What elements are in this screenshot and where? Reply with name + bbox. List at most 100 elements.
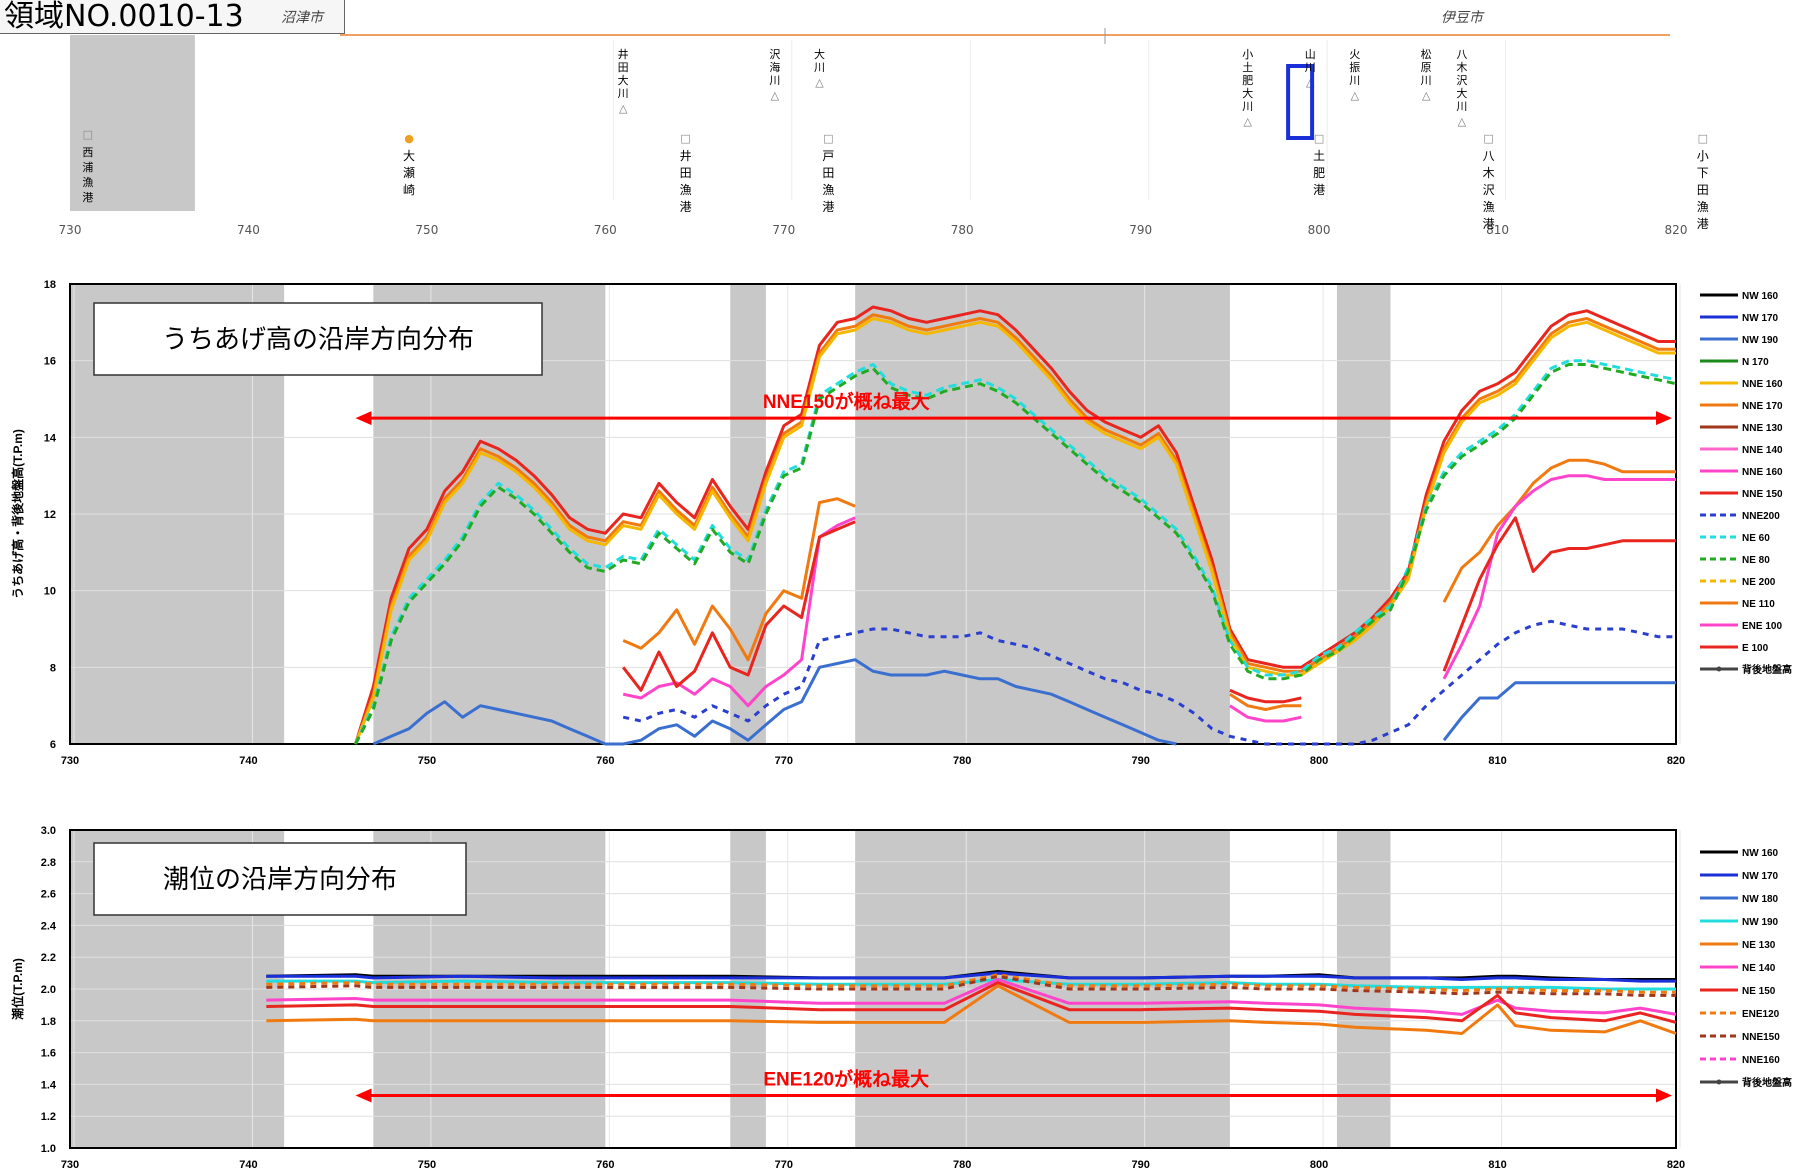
- legend-marker: [1716, 666, 1722, 672]
- char: 川: [1305, 61, 1316, 74]
- arrow-head-right: [1656, 411, 1672, 426]
- port-name: 土肥港: [1313, 149, 1325, 197]
- legend-label: NW 190: [1742, 917, 1779, 928]
- char: 川: [1456, 100, 1467, 113]
- map-tick-label: 810: [1486, 223, 1509, 237]
- y-tick-label: 2.4: [41, 920, 57, 932]
- legend-label: NNE 160: [1742, 379, 1783, 390]
- series-line: [266, 981, 1677, 1024]
- char: 大: [814, 47, 825, 61]
- char: 川: [1349, 74, 1360, 87]
- char: 田: [618, 61, 629, 74]
- char: 火: [1349, 48, 1360, 61]
- char: 沢: [769, 47, 780, 61]
- river-mark: △: [619, 102, 628, 115]
- map-tick-label: 790: [1129, 223, 1152, 237]
- char: 木: [1483, 166, 1495, 180]
- series-line: [354, 305, 1676, 745]
- char: 港: [82, 191, 93, 204]
- port-label: □: [1314, 132, 1324, 145]
- river-mark: △: [1458, 115, 1467, 128]
- x-tick-label: 750: [418, 1159, 436, 1171]
- legend: NW 160 NW 170 NW 180 NW 190 NE 130 NE 140 NE 1…: [1700, 848, 1792, 1089]
- legend-label: NNE 160: [1742, 467, 1783, 478]
- char: 八: [1456, 48, 1467, 61]
- legend-label: NNE200: [1742, 511, 1780, 522]
- y-tick-label: 2.2: [41, 952, 56, 964]
- map-tick-label: 730: [59, 223, 82, 237]
- map-tick-label: 800: [1308, 223, 1331, 237]
- port-mark: □: [1483, 132, 1493, 145]
- char: 川: [618, 87, 629, 100]
- x-tick-label: 820: [1667, 1159, 1685, 1171]
- map-tick-label: 750: [415, 223, 438, 237]
- chart-1: 730 740 750 760 770 780 790 800 810 8206810121416…: [10, 279, 1792, 767]
- port-mark: □: [1698, 132, 1708, 145]
- title-box: [93, 302, 543, 376]
- legend-label: NE 130: [1742, 940, 1776, 951]
- char: 田: [680, 166, 692, 180]
- char: 漁: [1483, 200, 1495, 214]
- map-tick-label: 740: [237, 223, 260, 237]
- port-label: □: [823, 132, 833, 145]
- char: 川: [1242, 100, 1253, 113]
- char: 山: [1305, 48, 1316, 61]
- series-line: [622, 516, 1676, 704]
- series-line: [266, 971, 1676, 983]
- series-line: [354, 317, 1676, 745]
- x-tick-label: 750: [418, 755, 436, 767]
- char: 土: [1313, 149, 1325, 163]
- char: 港: [1313, 183, 1325, 197]
- char: 井: [618, 47, 629, 61]
- y-tick-label: 1.0: [41, 1143, 56, 1155]
- legend-label: NW 160: [1742, 848, 1779, 859]
- legend-label: NW 170: [1742, 871, 1779, 882]
- river-label: △: [815, 76, 824, 89]
- port-mark: □: [83, 128, 93, 141]
- city-name: 伊豆市: [1441, 10, 1485, 26]
- char: 肥: [1242, 74, 1253, 87]
- x-tick-label: 760: [596, 755, 614, 767]
- char: 八: [1483, 149, 1495, 163]
- y-tick-label: 8: [50, 662, 56, 674]
- legend-label: NE 80: [1742, 555, 1770, 566]
- x-tick-label: 810: [1488, 1159, 1506, 1171]
- legend-label: NNE150: [1742, 1032, 1780, 1043]
- x-tick-label: 800: [1310, 755, 1328, 767]
- series-line: [266, 978, 1677, 1016]
- port-mark: □: [1314, 132, 1324, 145]
- annotation-text: NNE150が概ね最大: [763, 390, 930, 413]
- river-label: △: [1243, 115, 1252, 128]
- map-tick-label: 770: [772, 223, 795, 237]
- port-label: □: [1698, 132, 1708, 145]
- char: 川: [769, 74, 780, 87]
- river-name: 山川: [1305, 48, 1316, 74]
- char: 港: [1697, 217, 1709, 231]
- x-tick-label: 780: [953, 1159, 971, 1171]
- char: 田: [1697, 183, 1709, 197]
- char: 大: [1242, 86, 1253, 100]
- y-axis-label: うちあげ高・背後地盤高(T.P.m): [10, 429, 25, 599]
- arrow-head-left: [355, 411, 372, 426]
- port-mark: □: [680, 132, 690, 145]
- x-tick-label: 740: [239, 1159, 257, 1171]
- legend-label: NNE 130: [1742, 423, 1783, 434]
- char: 原: [1421, 61, 1432, 74]
- char: 土: [1242, 61, 1253, 74]
- legend-label: NE 110: [1742, 599, 1775, 610]
- series-line: [372, 658, 1676, 746]
- legend: NW 160 NW 170 NW 190 N 170 NNE 160 NNE 170 NNE…: [1700, 291, 1792, 676]
- legend-label: ENE 100: [1742, 621, 1782, 632]
- x-tick-label: 820: [1667, 755, 1685, 767]
- legend-label: NE 150: [1742, 986, 1776, 997]
- port-label: ●: [404, 132, 414, 145]
- series-line: [354, 363, 1677, 745]
- legend-label: NW 180: [1742, 894, 1779, 905]
- port-mark: □: [823, 132, 833, 145]
- legend-label: NNE 150: [1742, 489, 1783, 500]
